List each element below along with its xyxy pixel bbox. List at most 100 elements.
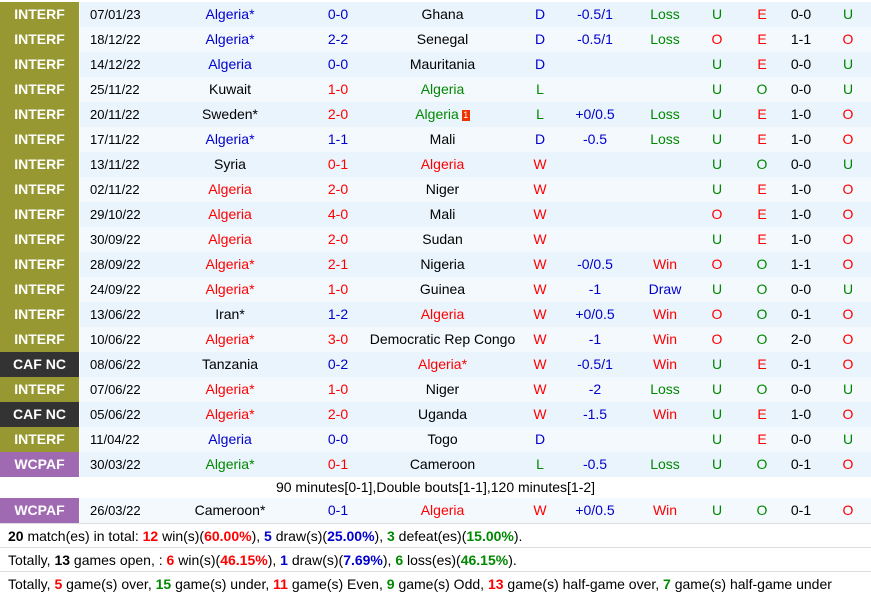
away-team[interactable]: Togo (345, 427, 540, 452)
home-team[interactable]: Algeria (160, 227, 300, 252)
home-team[interactable]: Algeria* (160, 402, 300, 427)
home-team[interactable]: Algeria* (160, 452, 300, 477)
match-date: 13/11/22 (80, 152, 160, 177)
half-time-score-text: 0-0 (790, 281, 812, 297)
home-team-text: Algeria* (205, 456, 255, 472)
over-under-text: U (711, 56, 723, 72)
match-score[interactable]: 1-0 (298, 377, 378, 402)
away-team[interactable]: Cameroon (345, 452, 540, 477)
away-team[interactable]: Algeria 1 (345, 102, 540, 127)
away-team[interactable]: Algeria (345, 302, 540, 327)
home-team[interactable]: Algeria* (160, 277, 300, 302)
away-team[interactable]: Algeria (345, 152, 540, 177)
home-team[interactable]: Algeria* (160, 127, 300, 152)
match-score[interactable]: 0-0 (298, 52, 378, 77)
match-score-text: 1-0 (327, 281, 349, 297)
match-date: 17/11/22 (80, 127, 160, 152)
league-badge-text: INTERF (14, 6, 65, 22)
match-score[interactable]: 0-0 (298, 2, 378, 27)
match-result: W (522, 252, 558, 277)
home-team[interactable]: Cameroon* (160, 498, 300, 523)
away-team[interactable]: Ghana (345, 2, 540, 27)
half-time-over-under-text: U (842, 281, 854, 297)
over-under: U (700, 177, 734, 202)
away-team[interactable]: Uganda (345, 402, 540, 427)
half-time-over-under-text: U (842, 6, 854, 22)
home-team[interactable]: Iran* (160, 302, 300, 327)
match-score[interactable]: 0-1 (298, 498, 378, 523)
league-badge-text: INTERF (14, 106, 65, 122)
away-team[interactable]: Mali (345, 127, 540, 152)
match-date: 25/11/22 (80, 77, 160, 102)
home-team[interactable]: Algeria (160, 202, 300, 227)
match-score[interactable]: 0-1 (298, 452, 378, 477)
match-score[interactable]: 2-2 (298, 27, 378, 52)
handicap-result-text: Loss (650, 131, 680, 147)
match-score[interactable]: 1-1 (298, 127, 378, 152)
match-date-text: 26/03/22 (90, 503, 141, 518)
half-time-over-under: U (829, 427, 867, 452)
home-team[interactable]: Kuwait (160, 77, 300, 102)
home-team[interactable]: Algeria* (160, 2, 300, 27)
match-score-text: 2-0 (327, 181, 349, 197)
home-team[interactable]: Tanzania (160, 352, 300, 377)
home-team[interactable]: Sweden* (160, 102, 300, 127)
away-team[interactable]: Algeria (345, 77, 540, 102)
handicap-result-text: Loss (650, 31, 680, 47)
away-team[interactable]: Niger (345, 377, 540, 402)
away-team[interactable]: Democratic Rep Congo (345, 327, 540, 352)
away-team[interactable]: Guinea (345, 277, 540, 302)
match-score[interactable]: 2-0 (298, 102, 378, 127)
half-time-over-under-text: U (842, 156, 854, 172)
handicap-line-text: +0/0.5 (575, 106, 615, 122)
match-score[interactable]: 3-0 (298, 327, 378, 352)
match-score[interactable]: 2-1 (298, 252, 378, 277)
away-team[interactable]: Nigeria (345, 252, 540, 277)
home-team[interactable]: Algeria* (160, 27, 300, 52)
away-team[interactable]: Sudan (345, 227, 540, 252)
match-score[interactable]: 2-0 (298, 227, 378, 252)
home-team[interactable]: Algeria (160, 427, 300, 452)
handicap-line-text: -1 (588, 281, 602, 297)
match-score[interactable]: 0-2 (298, 352, 378, 377)
home-team[interactable]: Algeria* (160, 327, 300, 352)
match-score[interactable]: 1-0 (298, 277, 378, 302)
home-team[interactable]: Algeria (160, 177, 300, 202)
match-score[interactable]: 2-0 (298, 177, 378, 202)
handicap-line: -0.5/1 (555, 27, 635, 52)
handicap-line-text: +0/0.5 (575, 502, 615, 518)
match-note: 90 minutes[0-1],Double bouts[1-1],120 mi… (0, 479, 871, 496)
match-score[interactable]: 1-2 (298, 302, 378, 327)
match-score-text: 1-2 (327, 306, 349, 322)
home-team[interactable]: Algeria* (160, 252, 300, 277)
home-team[interactable]: Algeria* (160, 377, 300, 402)
match-score[interactable]: 4-0 (298, 202, 378, 227)
match-score[interactable]: 0-1 (298, 152, 378, 177)
half-time-over-under: O (829, 227, 867, 252)
handicap-line: -2 (555, 377, 635, 402)
away-team[interactable]: Algeria (345, 498, 540, 523)
home-team-text: Algeria (208, 181, 252, 197)
odd-even: O (745, 77, 779, 102)
half-time-score: 0-1 (779, 302, 823, 327)
half-time-over-under: O (829, 452, 867, 477)
home-team[interactable]: Algeria (160, 52, 300, 77)
away-team[interactable]: Senegal (345, 27, 540, 52)
home-team[interactable]: Syria (160, 152, 300, 177)
away-team[interactable]: Mali (345, 202, 540, 227)
half-time-score-text: 0-0 (790, 381, 812, 397)
match-score[interactable]: 1-0 (298, 77, 378, 102)
away-team[interactable]: Niger (345, 177, 540, 202)
away-team-text: Algeria (420, 156, 465, 172)
away-team[interactable]: Mauritania (345, 52, 540, 77)
over-under: U (700, 52, 734, 77)
handicap-result (628, 177, 702, 202)
handicap-line: -1 (555, 327, 635, 352)
away-team[interactable]: Algeria* (345, 352, 540, 377)
half-time-over-under-text: U (842, 431, 854, 447)
match-result: L (522, 102, 558, 127)
league-badge-text: INTERF (14, 331, 65, 347)
match-score[interactable]: 2-0 (298, 402, 378, 427)
match-score-text: 4-0 (327, 206, 349, 222)
match-score[interactable]: 0-0 (298, 427, 378, 452)
